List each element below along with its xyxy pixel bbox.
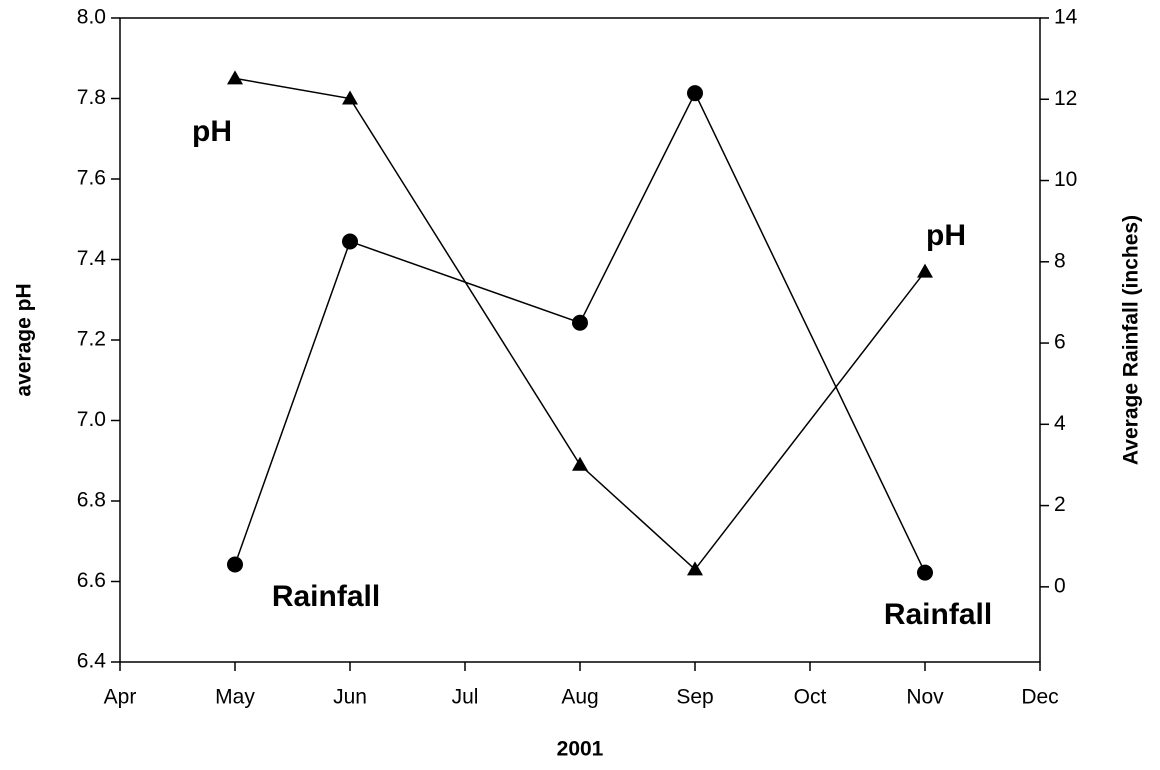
- x-tick-label: Jul: [452, 686, 479, 709]
- y2-tick-label: 4: [1054, 412, 1066, 435]
- marker-triangle: [342, 90, 358, 105]
- marker-circle: [687, 85, 703, 102]
- y-tick-label: 6.8: [77, 489, 106, 512]
- y2-tick-label: 14: [1054, 6, 1078, 29]
- marker-triangle: [687, 561, 703, 576]
- x-tick-label: Jun: [333, 686, 367, 709]
- x-tick-label: Oct: [794, 686, 827, 709]
- y-tick-label: 6.4: [77, 650, 107, 673]
- y2-tick-label: 10: [1054, 168, 1077, 191]
- annotation: Rainfall: [884, 598, 992, 631]
- y2-tick-label: 8: [1054, 249, 1066, 272]
- marker-triangle: [227, 70, 243, 85]
- marker-circle: [342, 233, 358, 250]
- y-tick-label: 7.0: [77, 408, 106, 431]
- y-tick-label: 8.0: [77, 6, 106, 29]
- annotation: Rainfall: [272, 580, 380, 613]
- x-tick-label: Sep: [676, 686, 713, 709]
- x-tick-label: Nov: [906, 686, 944, 709]
- marker-circle: [572, 314, 588, 331]
- marker-circle: [917, 564, 933, 581]
- y2-tick-label: 6: [1054, 331, 1066, 354]
- y2-tick-label: 0: [1054, 574, 1066, 597]
- series-line: [234, 91, 926, 573]
- y-tick-label: 7.8: [77, 86, 106, 109]
- x-tick-label: May: [215, 686, 255, 709]
- marker-circle: [227, 556, 243, 573]
- y2-tick-label: 12: [1054, 87, 1077, 110]
- marker-triangle: [917, 263, 933, 278]
- y2-axis-title: Average Rainfall (inches): [1120, 215, 1143, 465]
- x-tick-label: Apr: [104, 686, 137, 709]
- marker-triangle: [572, 456, 588, 471]
- annotation: pH: [192, 115, 232, 148]
- annotation: pH: [926, 219, 966, 252]
- y-tick-label: 6.6: [77, 569, 106, 592]
- x-tick-label: Aug: [561, 686, 598, 709]
- y-tick-label: 7.2: [77, 328, 106, 351]
- y2-tick-label: 2: [1054, 493, 1066, 516]
- y-tick-label: 7.6: [77, 167, 106, 190]
- y-tick-label: 7.4: [77, 247, 107, 270]
- y-axis-title: average pH: [13, 283, 36, 396]
- x-axis-title: 2001: [557, 738, 604, 761]
- x-tick-label: Dec: [1021, 686, 1058, 709]
- plot-frame: [119, 17, 1041, 663]
